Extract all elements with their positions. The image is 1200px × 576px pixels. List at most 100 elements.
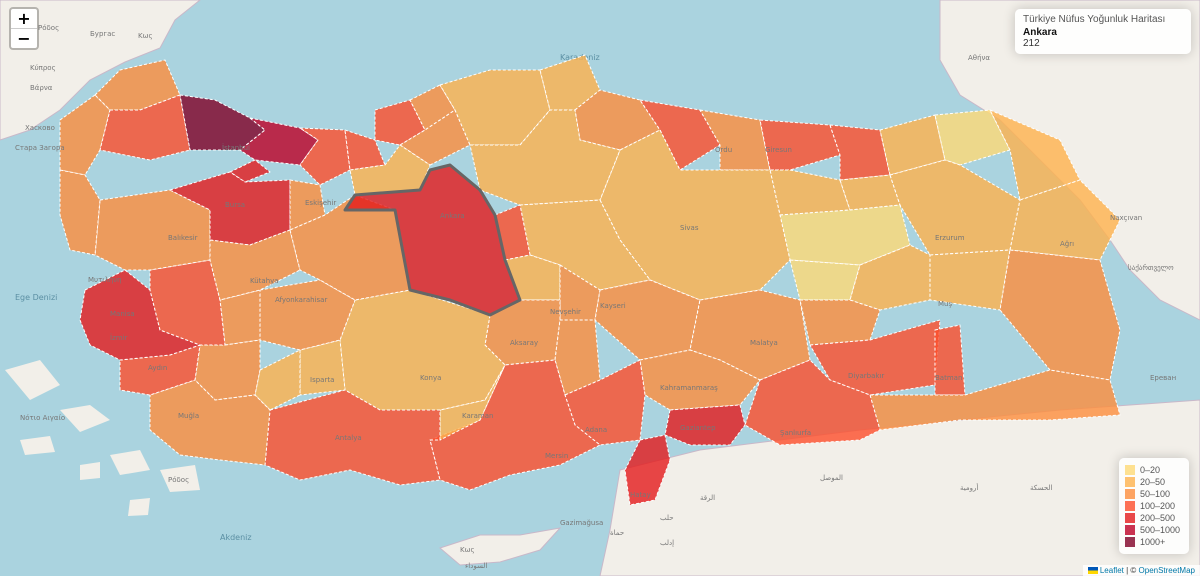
foreign-label: حماة (610, 529, 624, 537)
province-karabuk[interactable] (399, 109, 471, 166)
leaflet-link[interactable]: Leaflet (1099, 566, 1124, 575)
city-label: Antalya (335, 434, 362, 442)
province-istanbul[interactable] (179, 94, 266, 151)
province-kirsehir[interactable] (504, 254, 561, 301)
zoom-out-button[interactable]: − (11, 28, 37, 48)
city-label: Eskişehir (305, 199, 336, 207)
legend-label: 0–20 (1140, 465, 1161, 475)
province-sanliurfa[interactable] (744, 359, 881, 446)
province-trabzon[interactable] (759, 119, 841, 171)
legend-label: 50–100 (1140, 489, 1171, 499)
attribution-separator: | © (1123, 566, 1139, 575)
province-batman[interactable] (934, 324, 966, 396)
province-zonguldak[interactable] (374, 99, 426, 146)
province-denizli[interactable] (194, 339, 261, 401)
foreign-label: الموصل (820, 474, 843, 482)
legend-item: 500–1000 (1125, 524, 1183, 536)
province-hatay[interactable] (624, 434, 671, 506)
city-label: Aydın (148, 364, 167, 372)
city-label: Sivas (680, 224, 699, 232)
osm-link[interactable]: OpenStreetMap (1138, 566, 1195, 575)
city-label: Manisa (110, 310, 135, 318)
city-label: Afyonkarahisar (275, 296, 327, 304)
foreign-label: Gazimağusa (560, 519, 603, 527)
foreign-label: إدلب (660, 539, 674, 547)
city-label: Malatya (750, 339, 778, 347)
province-izmir[interactable] (79, 269, 201, 361)
province-kutahya[interactable] (209, 229, 301, 301)
province-kahramanmaras[interactable] (639, 349, 761, 411)
foreign-label: أرومية (960, 483, 978, 492)
province-sivas[interactable] (599, 129, 791, 301)
legend-swatch (1125, 525, 1135, 535)
legend-label: 1000+ (1140, 537, 1166, 547)
zoom-in-button[interactable]: + (17, 9, 31, 28)
legend-label: 20–50 (1140, 477, 1166, 487)
province-kocaeli[interactable] (239, 117, 319, 166)
city-label: Karaman (462, 412, 493, 420)
land-cyprus (438, 527, 562, 566)
province-agri[interactable] (1009, 179, 1121, 261)
foreign-labels: Ρόδος Κως Κύπρος Бургас Βάρνα Стара Заго… (15, 24, 1176, 570)
province-bayburt[interactable] (839, 174, 901, 211)
province-mersin[interactable] (429, 359, 601, 491)
selected-province-value: 212 (1023, 38, 1040, 49)
city-label: Muş (938, 300, 952, 308)
province-balikesir[interactable] (94, 189, 211, 271)
zoom-control: + − (9, 7, 39, 50)
foreign-label: Βάρνα (30, 84, 53, 92)
province-mardin[interactable] (869, 369, 1121, 431)
province-antalya[interactable] (264, 389, 441, 486)
province-corum[interactable] (469, 109, 621, 206)
legend-item: 100–200 (1125, 500, 1183, 512)
legend-item: 200–500 (1125, 512, 1183, 524)
province-tunceli[interactable] (789, 259, 861, 301)
legend-swatch (1125, 537, 1135, 547)
province-burdur[interactable] (254, 349, 301, 411)
city-label: Ağrı (1060, 240, 1074, 248)
province-konya[interactable] (339, 289, 506, 411)
province-elazig[interactable] (799, 299, 881, 346)
province-bolu[interactable] (349, 144, 431, 196)
city-label: Isparta (310, 376, 334, 384)
city-label: Gaziantep (680, 424, 716, 432)
province-nigde[interactable] (554, 319, 601, 396)
city-label: Batman (935, 374, 962, 382)
foreign-label: السوداء (465, 562, 487, 570)
city-label: Muğla (178, 412, 199, 420)
legend: 0–20 20–50 50–100 100–200 200–500 500–1000 100… (1119, 458, 1189, 554)
city-label: Adana (585, 426, 607, 434)
province-ardahan[interactable] (934, 109, 1011, 166)
foreign-label: Μυτιλήνη (88, 276, 122, 284)
legend-label: 500–1000 (1140, 525, 1181, 535)
province-tekirdag[interactable] (99, 94, 191, 161)
foreign-label: Αθήνα (968, 54, 990, 62)
foreign-label: Хасково (25, 124, 55, 132)
city-label: Aksaray (510, 339, 538, 347)
legend-label: 200–500 (1140, 513, 1176, 523)
province-ankara[interactable] (343, 163, 522, 317)
foreign-label: حلب (660, 514, 674, 522)
foreign-label: Ρόδος (38, 24, 59, 32)
province-mugla[interactable] (149, 379, 271, 466)
sea-label: Akdeniz (220, 533, 252, 542)
province-canakkale[interactable] (59, 169, 101, 256)
province-yalova[interactable] (229, 159, 271, 183)
foreign-label: Стара Загора (15, 144, 65, 152)
foreign-label: საქართველო (1128, 263, 1174, 272)
legend-item: 50–100 (1125, 488, 1183, 500)
city-label: Giresun (765, 146, 792, 154)
selected-province-name: Ankara (1023, 27, 1057, 38)
foreign-label: Κως (138, 32, 153, 40)
foreign-label: الحسكة (1030, 484, 1053, 492)
province-van[interactable] (999, 249, 1121, 381)
legend-item: 0–20 (1125, 464, 1183, 476)
city-label: Kayseri (600, 302, 626, 310)
province-artvin[interactable] (879, 114, 946, 176)
city-label: İzmir (110, 333, 128, 342)
province-ordu[interactable] (639, 99, 721, 171)
legend-swatch (1125, 477, 1135, 487)
province-eskisehir[interactable] (289, 194, 411, 301)
